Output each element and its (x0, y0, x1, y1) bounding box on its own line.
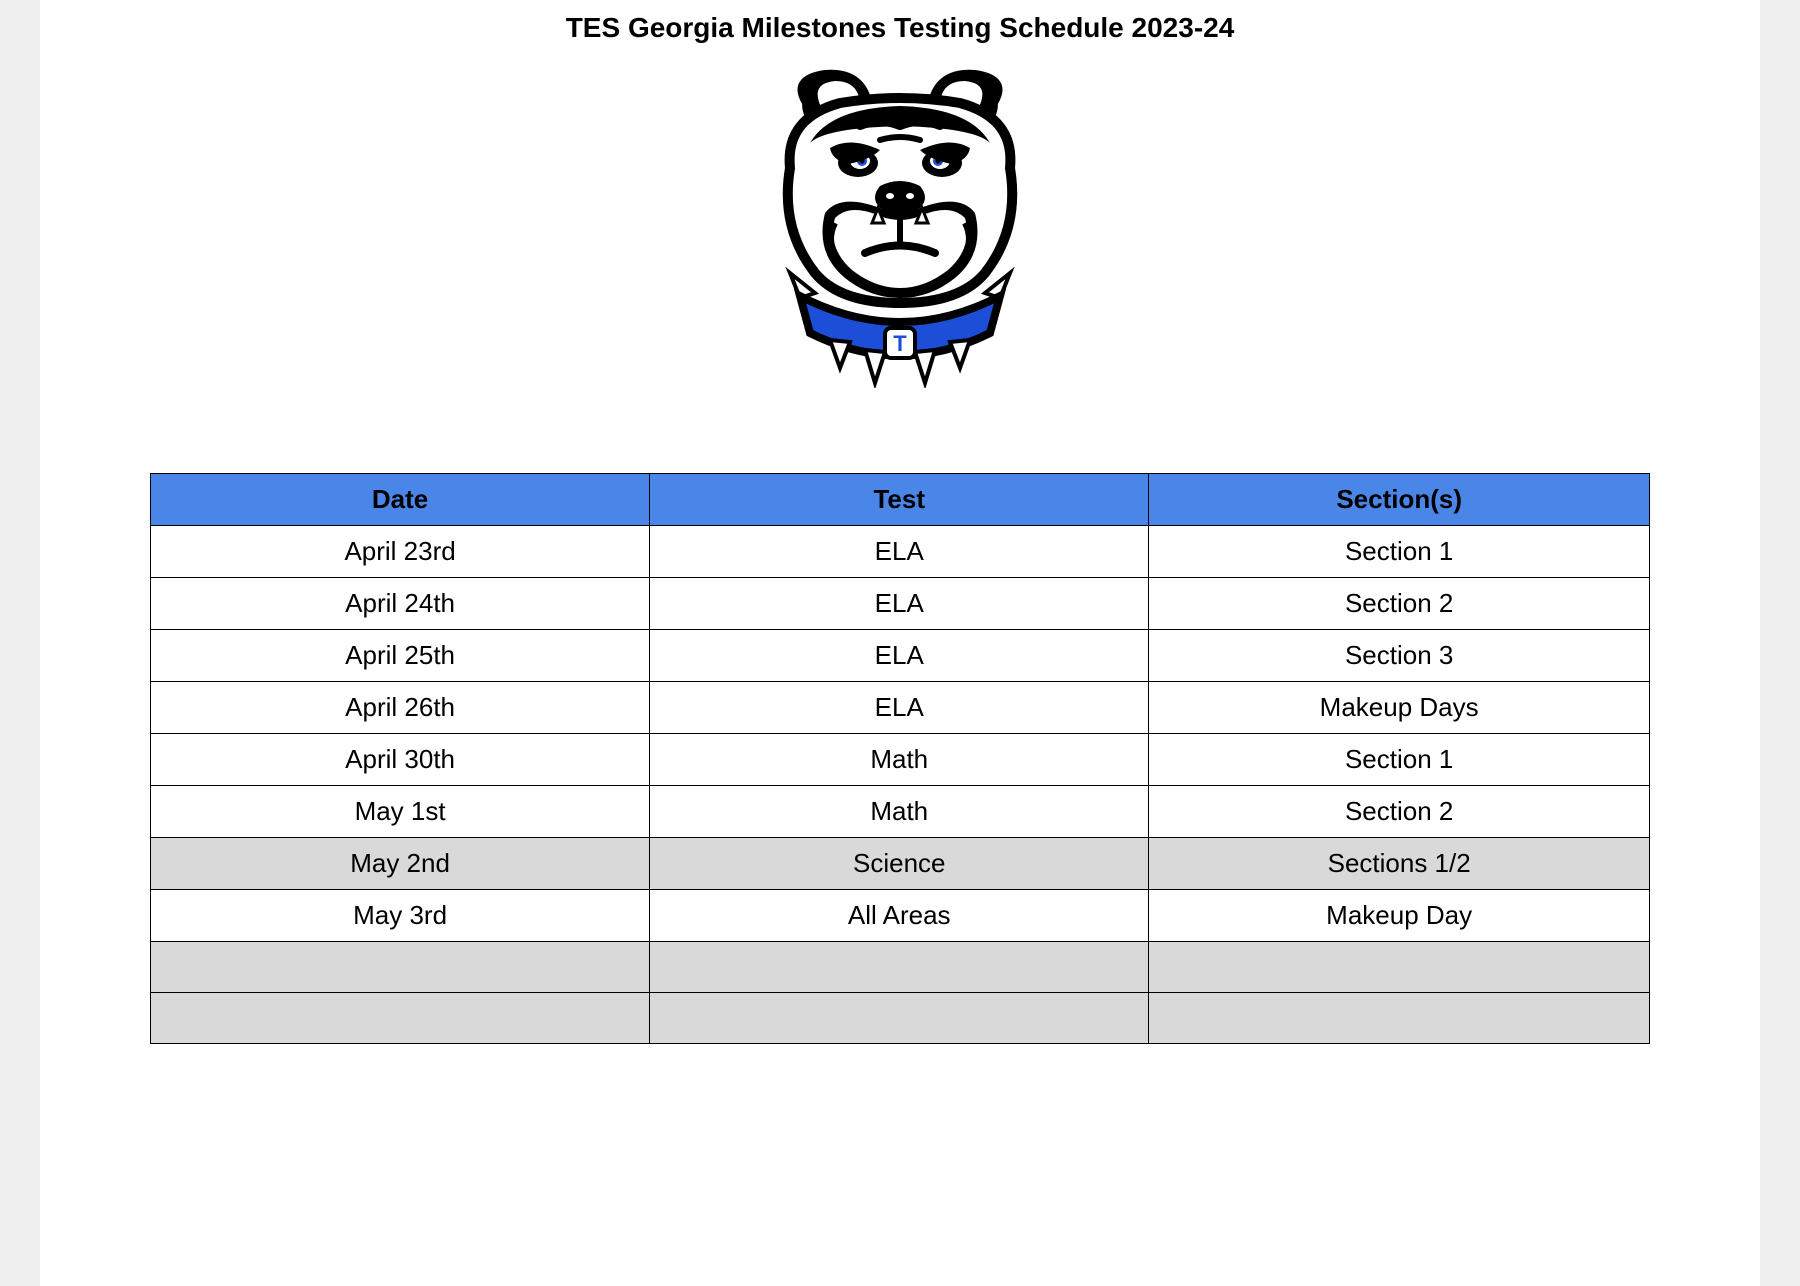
table-row: May 2ndScienceSections 1/2 (151, 838, 1650, 890)
table-header: Date Test Section(s) (151, 474, 1650, 526)
table-cell: May 2nd (151, 838, 650, 890)
schedule-table: Date Test Section(s) April 23rdELASectio… (150, 473, 1650, 1044)
table-cell: Section 1 (1149, 526, 1650, 578)
table-cell: May 3rd (151, 890, 650, 942)
table-row: May 3rdAll AreasMakeup Day (151, 890, 1650, 942)
table-cell: Section 3 (1149, 630, 1650, 682)
header-date: Date (151, 474, 650, 526)
table-cell (650, 942, 1149, 993)
table-cell: ELA (650, 682, 1149, 734)
table-cell: Math (650, 734, 1149, 786)
table-row: April 30thMathSection 1 (151, 734, 1650, 786)
table-cell (650, 993, 1149, 1044)
table-row (151, 942, 1650, 993)
table-cell: Sections 1/2 (1149, 838, 1650, 890)
table-row: April 26thELAMakeup Days (151, 682, 1650, 734)
table-cell: April 23rd (151, 526, 650, 578)
table-cell: April 24th (151, 578, 650, 630)
table-row: May 1stMathSection 2 (151, 786, 1650, 838)
header-sections: Section(s) (1149, 474, 1650, 526)
table-cell (151, 993, 650, 1044)
table-row: April 24thELASection 2 (151, 578, 1650, 630)
mascot-logo: T (40, 48, 1760, 393)
table-cell: Makeup Day (1149, 890, 1650, 942)
table-cell (1149, 942, 1650, 993)
logo-letter: T (893, 331, 907, 356)
table-cell: Math (650, 786, 1149, 838)
table-cell: April 25th (151, 630, 650, 682)
table-cell: April 26th (151, 682, 650, 734)
page-title: TES Georgia Milestones Testing Schedule … (40, 12, 1760, 44)
table-row: April 25thELASection 3 (151, 630, 1650, 682)
table-cell: Section 1 (1149, 734, 1650, 786)
table-cell: April 30th (151, 734, 650, 786)
header-test: Test (650, 474, 1149, 526)
table-cell: May 1st (151, 786, 650, 838)
table-cell: Section 2 (1149, 786, 1650, 838)
table-cell: ELA (650, 526, 1149, 578)
table-cell: Science (650, 838, 1149, 890)
table-cell: ELA (650, 630, 1149, 682)
table-cell: Section 2 (1149, 578, 1650, 630)
bulldog-icon: T (730, 48, 1070, 388)
document-page: TES Georgia Milestones Testing Schedule … (40, 0, 1760, 1286)
table-cell: Makeup Days (1149, 682, 1650, 734)
table-cell: All Areas (650, 890, 1149, 942)
table-row: April 23rdELASection 1 (151, 526, 1650, 578)
table-body: April 23rdELASection 1April 24thELASecti… (151, 526, 1650, 1044)
table-cell (1149, 993, 1650, 1044)
table-cell: ELA (650, 578, 1149, 630)
table-cell (151, 942, 650, 993)
table-row (151, 993, 1650, 1044)
